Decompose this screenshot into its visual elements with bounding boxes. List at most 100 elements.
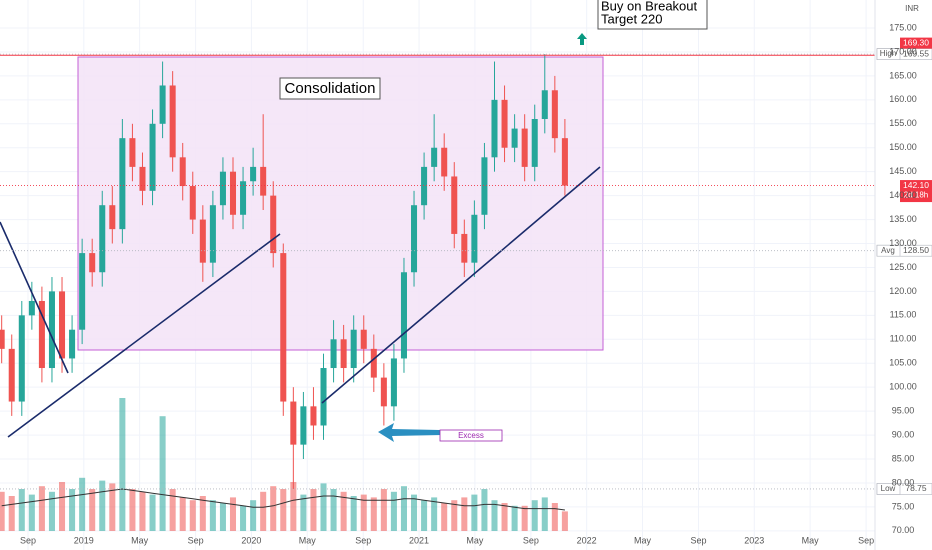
x-tick-label: May <box>634 535 652 545</box>
volume-bar <box>250 500 257 531</box>
y-tick-label: 115.00 <box>890 310 917 320</box>
volume-bar <box>179 497 186 531</box>
x-tick-label: 2023 <box>744 535 764 545</box>
x-tick-label: Sep <box>355 535 371 545</box>
y-tick-label: 170.00 <box>889 46 917 56</box>
candle-body <box>350 329 357 369</box>
candle-body <box>28 300 35 316</box>
volume-bar <box>441 503 448 531</box>
candle-body <box>310 406 317 426</box>
volume-bar <box>471 494 478 531</box>
candle-body <box>290 401 297 445</box>
volume-bar <box>229 497 237 531</box>
volume-bar <box>491 500 498 531</box>
y-tick-label: 120.00 <box>889 286 917 296</box>
y-tick-label: 160.00 <box>889 94 917 104</box>
volume-bar <box>380 489 387 531</box>
volume-bar <box>18 489 25 531</box>
volume-bar <box>360 494 367 531</box>
volume-bar <box>169 489 176 531</box>
volume-bar <box>0 491 5 531</box>
y-tick-label: 80.00 <box>892 477 915 487</box>
volume-bar <box>400 486 407 531</box>
y-tick-label: 135.00 <box>889 214 917 224</box>
axes: 70.00 75.00 80.00 85.00 90.00 95.00 100.00 105.… <box>20 22 917 545</box>
trendlines <box>0 166 601 438</box>
y-tick-label: 100.00 <box>889 382 917 392</box>
level-name: Low <box>881 484 896 493</box>
x-tick-label: May <box>299 535 317 545</box>
y-tick-label: 70.00 <box>892 525 915 535</box>
excess-arrow <box>378 423 440 442</box>
candle-body <box>0 329 5 349</box>
volume-bar <box>310 489 317 531</box>
candle-body <box>370 348 377 378</box>
volume-bar <box>260 491 267 531</box>
level-value: 169.30 <box>903 37 929 47</box>
volume-bar <box>270 486 277 531</box>
candle-body <box>209 205 216 263</box>
breakout-label: Target 220 <box>601 11 662 26</box>
y-tick-label: 150.00 <box>889 142 917 152</box>
candle-body <box>511 128 518 148</box>
level-name: High <box>880 49 896 58</box>
trendline <box>7 233 281 438</box>
candle-body <box>300 406 307 445</box>
candle-body <box>8 348 15 402</box>
candle-body <box>320 368 327 426</box>
candle-body <box>159 85 166 124</box>
candle-body <box>250 166 257 182</box>
y-tick-label: 140.00 <box>889 190 917 200</box>
volume-bar <box>431 497 438 531</box>
volume-pane <box>0 398 568 531</box>
label-box <box>279 77 381 100</box>
level-name: Avg <box>881 246 895 255</box>
candle-body <box>149 123 156 191</box>
x-tick-label: 2019 <box>74 535 94 545</box>
level-value: 78.75 <box>905 483 927 493</box>
candle-body <box>501 99 508 148</box>
candle-body <box>38 300 45 369</box>
volume-bar <box>531 500 538 531</box>
level-value: 169.55 <box>903 48 929 58</box>
candle-body <box>219 171 226 206</box>
candle-body <box>280 253 287 402</box>
volume-bar <box>69 489 76 531</box>
candle-body <box>270 195 277 254</box>
y-tick-label: 130.00 <box>889 238 917 248</box>
volume-bar <box>240 505 247 531</box>
breakout-label: Buy on Breakout <box>601 0 698 13</box>
volume-bar <box>149 494 156 531</box>
level-tag <box>900 37 932 49</box>
candle-body <box>18 315 25 402</box>
volume-bar <box>189 500 196 531</box>
volume-bar <box>370 497 377 531</box>
volume-bar <box>411 494 418 531</box>
currency: INR <box>905 4 919 13</box>
y-tick-label: 145.00 <box>889 166 917 176</box>
y-tick-label: 125.00 <box>889 262 917 272</box>
volume-bar <box>561 511 568 531</box>
candle-body <box>139 166 146 191</box>
candle-body <box>461 233 468 263</box>
y-tick-label: 175.00 <box>889 22 917 32</box>
candle-body <box>481 157 488 215</box>
volume-bar <box>209 500 216 531</box>
volume-bar <box>461 497 468 531</box>
volume-bar <box>109 483 116 531</box>
candle-body <box>260 166 267 196</box>
x-tick-label: Sep <box>523 535 539 545</box>
volume-bar <box>8 496 15 531</box>
trendline <box>321 166 601 404</box>
candle-body <box>89 253 96 273</box>
candle-body <box>48 291 55 369</box>
level-name-tag <box>876 244 901 257</box>
level-note: 2d 18h <box>904 191 928 200</box>
x-tick-label: 2022 <box>577 535 597 545</box>
volume-bar <box>320 483 327 531</box>
volume-bar <box>280 489 287 531</box>
trendline <box>0 221 69 374</box>
excess-box <box>439 429 503 442</box>
